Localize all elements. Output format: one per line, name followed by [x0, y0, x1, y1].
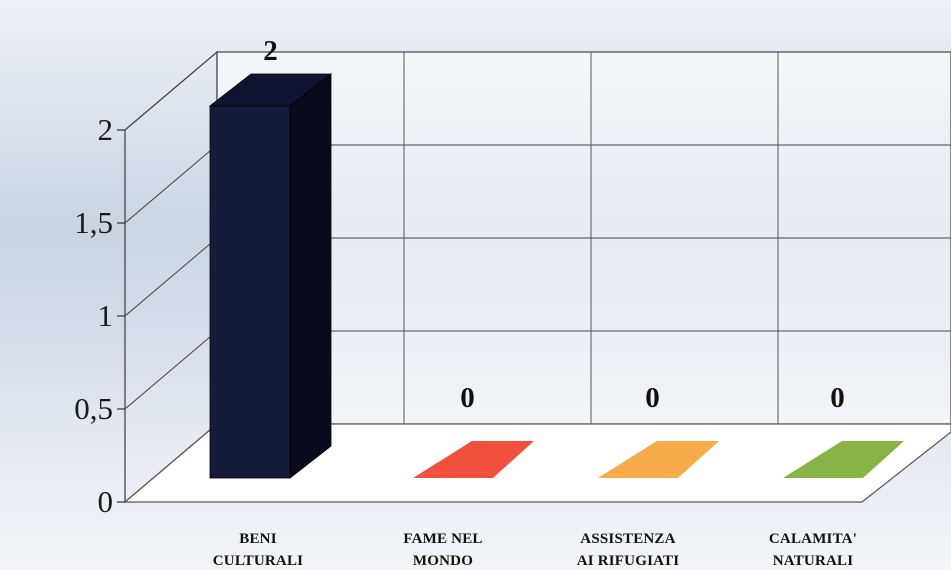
y-tick-label: 1,5 [74, 205, 113, 240]
data-label: 0 [460, 382, 475, 414]
data-label: 0 [830, 382, 845, 414]
category-label: MONDO [413, 553, 473, 569]
category-label: NATURALI [773, 553, 854, 569]
gridline-side [124, 237, 218, 317]
bar-flat [598, 441, 719, 478]
bar-side [289, 73, 332, 479]
gridline-side [124, 330, 218, 410]
labels: 0 0,5 1 1,5 2 2 BENI CULTURALI 0 FAME NEL MONDO 0 AS… [74, 35, 857, 569]
floor [123, 423, 951, 503]
gridline-side [124, 144, 218, 224]
category-label: ASSISTENZA [580, 531, 675, 547]
y-tick-label: 0 [98, 484, 114, 519]
category-label: FAME NEL [403, 531, 482, 547]
data-label: 2 [263, 35, 278, 67]
bar-front [209, 105, 291, 479]
category-label: CULTURALI [213, 553, 303, 569]
bar-top [208, 73, 333, 107]
y-tick-label: 2 [98, 112, 114, 147]
bar-flat [783, 441, 904, 478]
data-label: 0 [645, 382, 660, 414]
category-label: BENI [239, 531, 276, 547]
category-label: AI RIFUGIATI [577, 553, 680, 569]
bars [208, 73, 904, 479]
bar-flat [413, 441, 534, 478]
gridline-side [124, 51, 218, 131]
y-tick-label: 1 [98, 298, 114, 333]
category-label: CALAMITA' [769, 531, 857, 547]
gridlines [117, 51, 951, 503]
y-tick-label: 0,5 [74, 391, 113, 426]
